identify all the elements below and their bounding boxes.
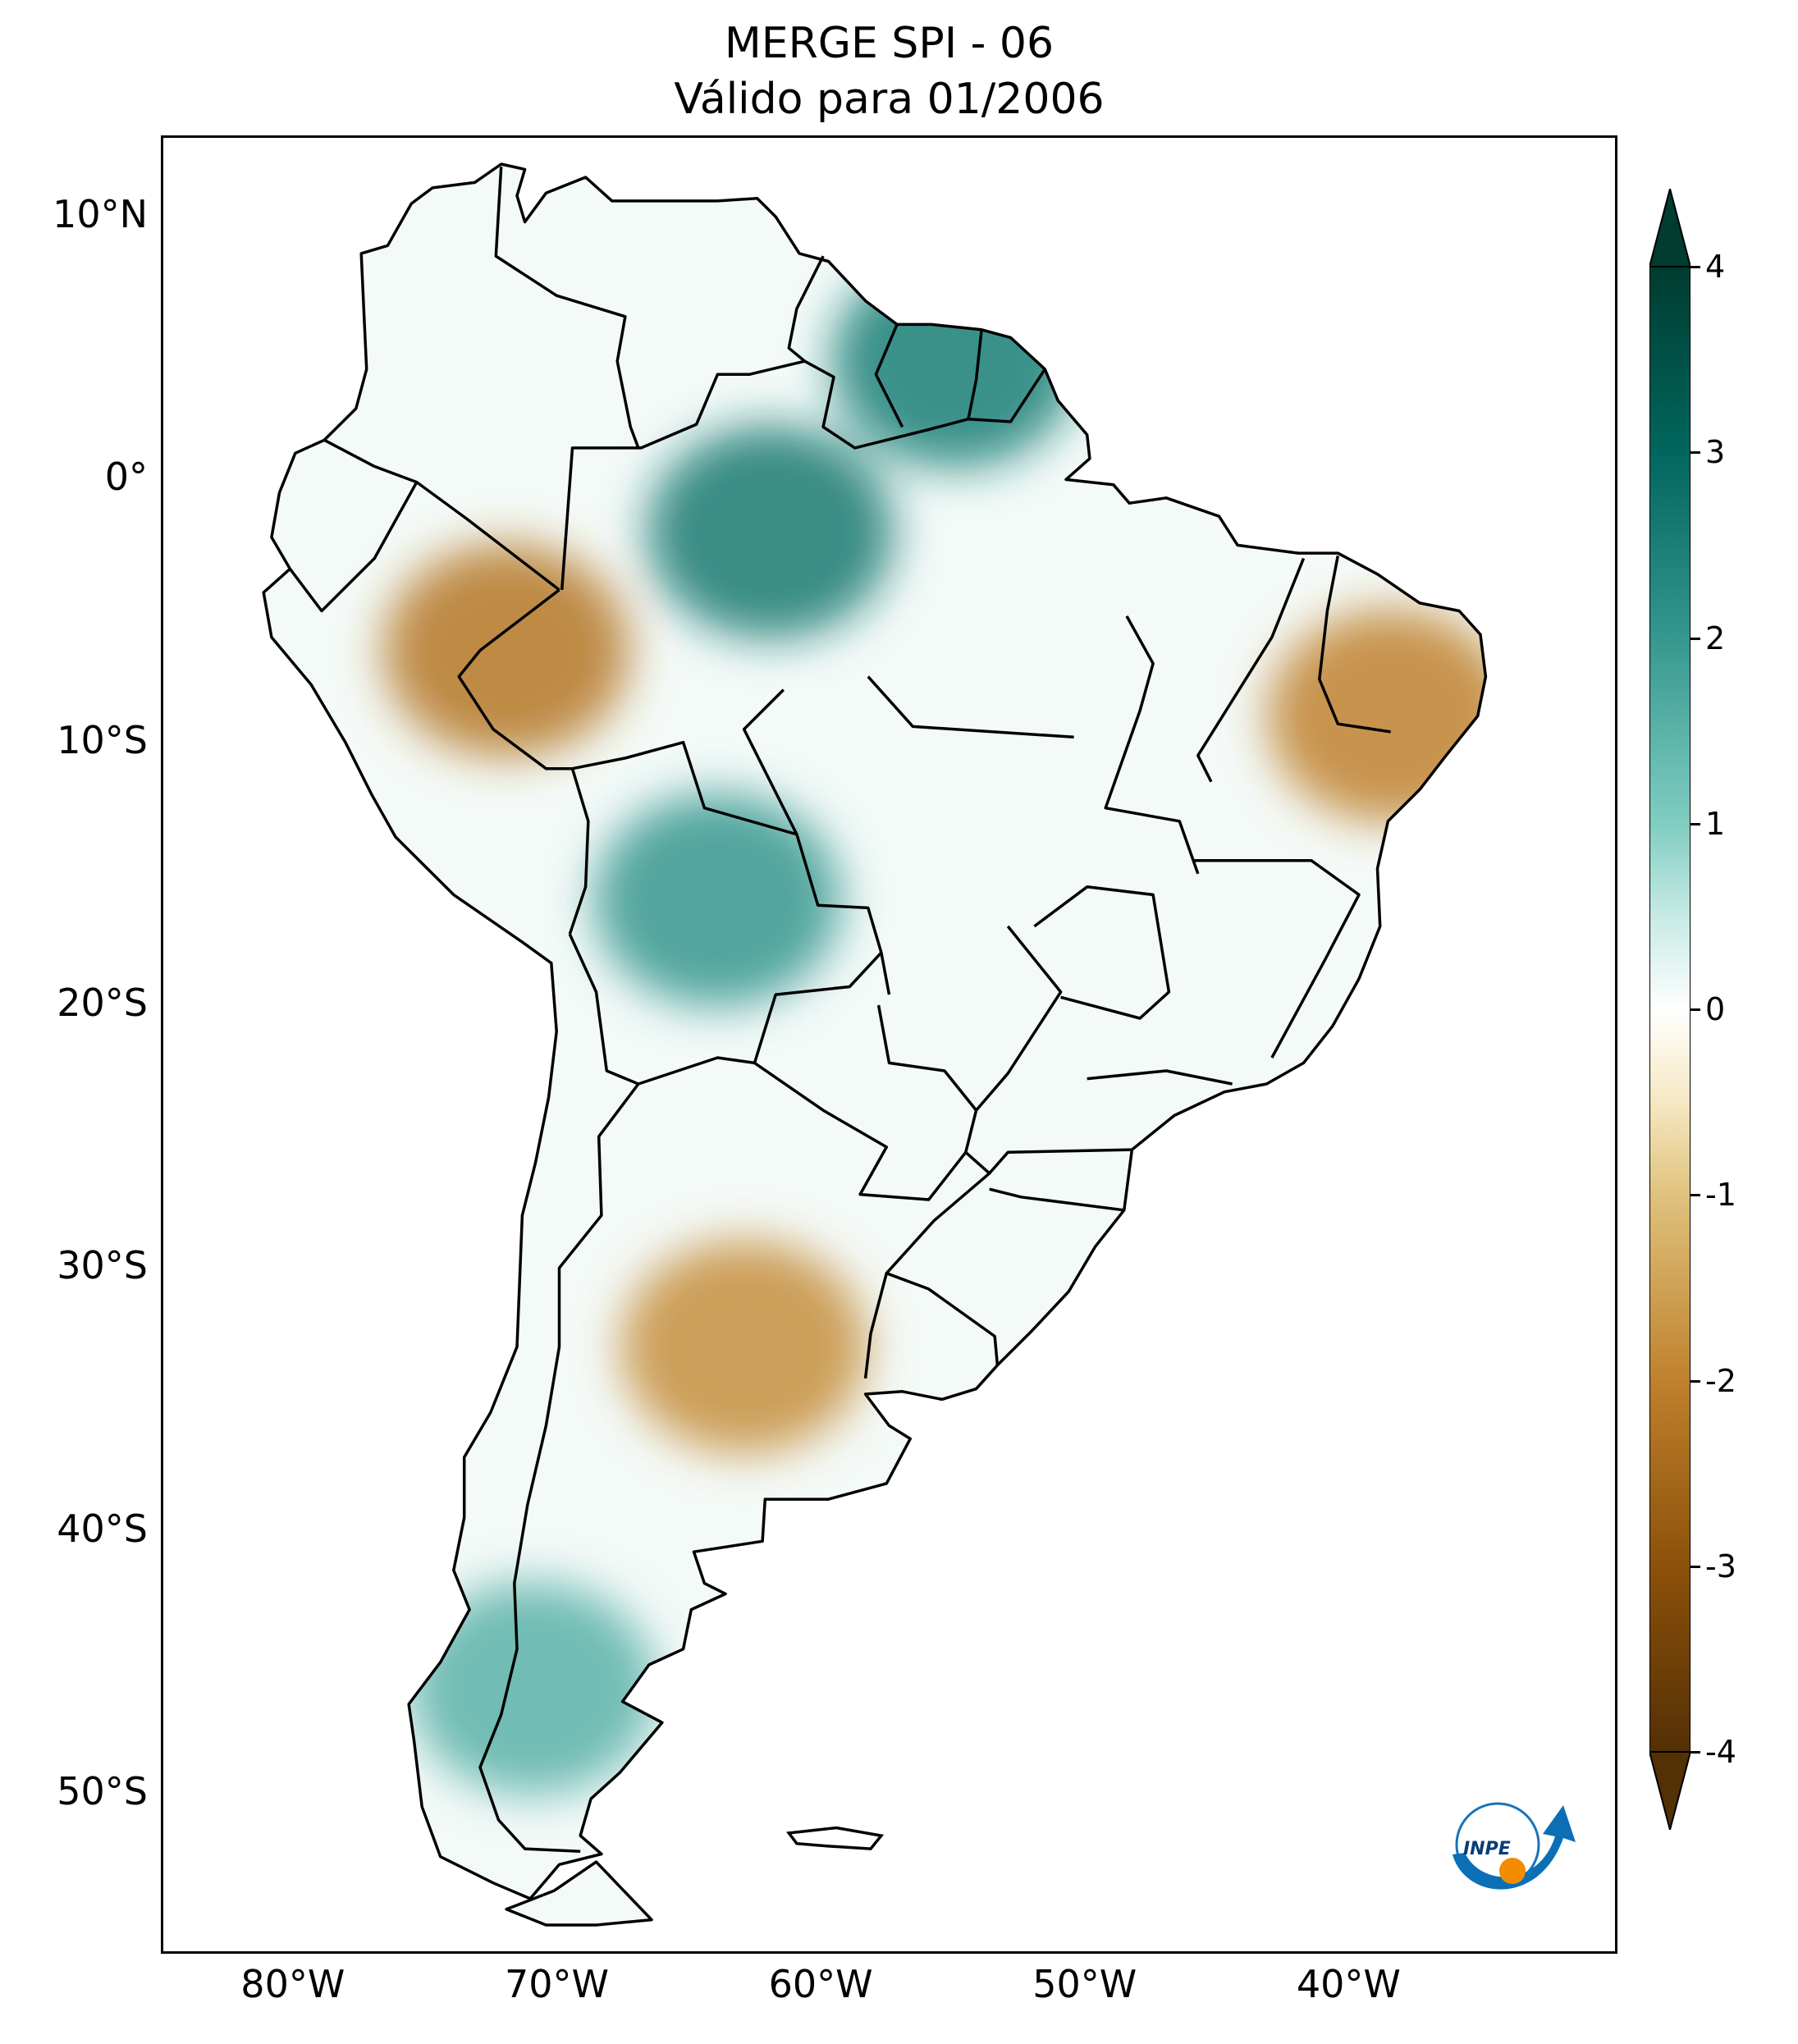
colorbar-gradient [1649,266,1690,1753]
lon-tick-label: 40°W [1296,1962,1401,2006]
border-peru-bolivia [568,768,590,935]
map-frame [161,135,1617,1954]
lat-tick-label: 0° [104,455,148,500]
lon-tick-label: 80°W [240,1962,345,2006]
border-suriname-guiana [967,329,983,420]
colorbar-tick-mark [1690,1194,1700,1197]
colorbar-tick-mark [1690,1751,1700,1754]
border-brazil-states-j [1192,859,1361,1059]
colorbar-tick-mark [1690,637,1700,640]
border-brazil-states-c [742,688,798,835]
colorbar-tick-label: 1 [1705,805,1726,842]
anomaly-amazon-west-dry [383,543,630,757]
colorbar-tick-label: -4 [1705,1734,1736,1770]
lat-tick-label: 50°S [57,1768,148,1813]
colorbar [1649,189,1690,1830]
colorbar-extend-max [1649,189,1690,268]
border-brazil-states-b [867,675,1074,739]
anomaly-guiana-wet [831,254,1078,469]
border-chile-bolivia-argentina [478,933,640,1854]
border-brazil-states-a [1104,615,1200,875]
border-brazil-states-d [975,925,1063,1112]
border-paraguay [753,1004,978,1201]
border-brazil-states-i [1318,555,1391,734]
colorbar-tick-mark [1690,822,1700,825]
colorbar-tick-label: -3 [1705,1548,1736,1584]
lat-tick-label: 40°S [57,1506,148,1551]
border-brazil-states-e [1087,1069,1233,1086]
border-bolivia-paraguay-argentina [638,951,883,1086]
colorbar-tick-mark [1690,1565,1700,1568]
border-brazil-states-k [1033,885,1171,1020]
colorbar-tick-label: -2 [1705,1362,1736,1399]
border-guyana-suriname [874,323,904,428]
border-colombia-venezuela [494,167,640,449]
colorbar-tick-label: 0 [1705,991,1726,1027]
lon-tick-label: 70°W [504,1962,609,2006]
colorbar-tick-mark [1690,451,1700,455]
border-brazil-states-f [988,1148,1132,1175]
lon-tick-label: 50°W [1032,1962,1137,2006]
colorbar-tick-mark [1690,266,1700,268]
lat-tick-label: 10°N [53,192,148,237]
border-venezuela-guyana [787,255,825,363]
border-brazil-north [560,359,1046,591]
logo-text: INPE [1463,1839,1511,1859]
border-uruguay-argentina [863,1273,888,1379]
falkland-islands [786,1826,885,1850]
border-peru-brazil [457,588,573,771]
colorbar-tick-mark [1690,1379,1700,1383]
anomaly-bolivia-wet [594,793,841,1007]
anomaly-patagonia-wet [409,1581,657,1795]
colorbar-tick-label: 2 [1705,620,1726,656]
anomaly-argentina-center-dry [620,1240,867,1454]
lat-tick-label: 10°S [57,717,148,762]
border-ecuador-peru [289,481,419,613]
border-brazil-states-g [989,1187,1125,1212]
border-colombia-ecuador-peru [323,438,560,592]
anomaly-amazon-north-wet [647,425,894,639]
map-canvas [262,162,1488,1927]
coastline [262,162,1488,1927]
colorbar-tick-label: -1 [1705,1177,1736,1214]
inpe-logo: INPE [1453,1802,1576,1890]
lat-tick-label: 30°S [57,1243,148,1288]
colorbar-extend-min [1649,1751,1690,1830]
chart-title-line2: Válido para 01/2006 [674,75,1105,124]
border-brazil-states-h [1196,557,1306,783]
colorbar-tick-mark [1690,1008,1700,1011]
chart-title-line1: MERGE SPI - 06 [724,19,1055,68]
lon-tick-label: 60°W [768,1962,873,2006]
lat-tick-label: 20°S [57,980,148,1025]
border-argentina-brazil-uruguay [885,1150,1000,1365]
colorbar-tick-label: 4 [1705,249,1726,285]
colorbar-tick-label: 3 [1705,434,1726,471]
